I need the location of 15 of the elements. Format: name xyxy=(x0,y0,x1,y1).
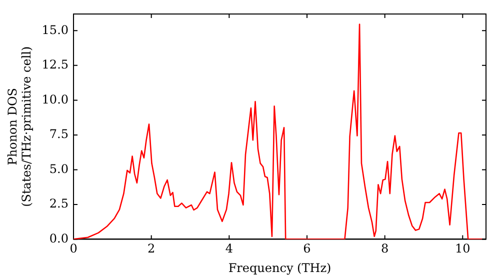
x-tick-label: 6 xyxy=(303,242,311,256)
y-tick-label: 7.5 xyxy=(49,127,69,142)
x-tick-label: 4 xyxy=(225,242,234,256)
y-tick-label: 2.5 xyxy=(49,196,69,211)
y-tick-label: 5.0 xyxy=(49,162,69,176)
x-axis-title: Frequency (THz) xyxy=(228,260,332,275)
y-tick-label: 10.0 xyxy=(42,92,69,106)
x-tick-label: 2 xyxy=(148,242,156,256)
y-tick-label: 12.5 xyxy=(42,58,69,72)
x-tick-label: 0 xyxy=(70,242,78,256)
x-tick-label: 8 xyxy=(381,242,389,256)
y-tick-label: 15.0 xyxy=(42,22,69,37)
y-axis-title: Phonon DOS (States/THz·primitive cell) xyxy=(5,46,34,207)
x-tick-label: 10 xyxy=(455,242,470,256)
y-tick-label: 0.0 xyxy=(49,231,69,246)
